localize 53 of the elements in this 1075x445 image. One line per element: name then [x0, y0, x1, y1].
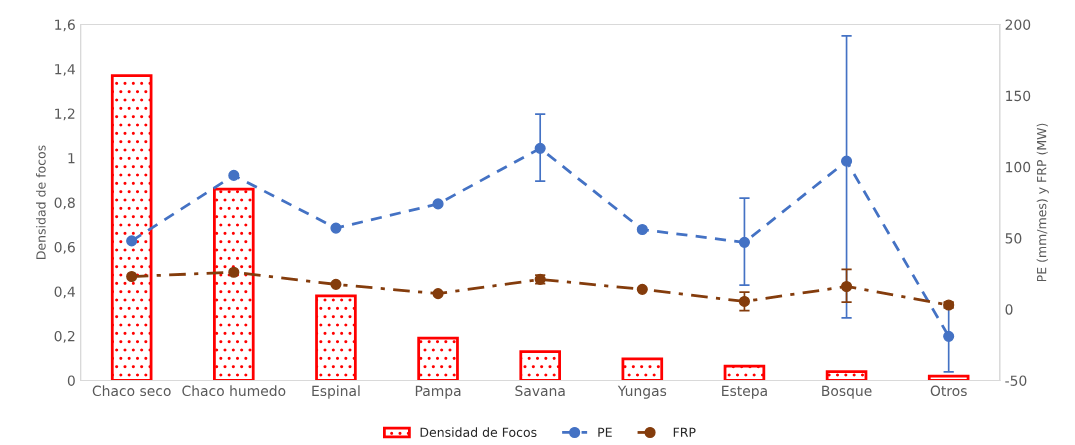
y-tick-label: 0,6 — [54, 241, 75, 254]
y2-tick-label: 100 — [1006, 161, 1031, 173]
x-tick-label: Pampa — [415, 385, 461, 399]
point — [432, 198, 444, 210]
legend-label: PE — [598, 427, 612, 437]
point — [228, 169, 240, 181]
x-tick-label: Otros — [930, 385, 967, 397]
bar — [723, 364, 766, 381]
y-tick-label: 0 — [67, 375, 75, 386]
point — [432, 288, 444, 300]
x-tick-label: Bosque — [822, 385, 872, 399]
x-tick-label: Chaco humedo — [182, 385, 286, 397]
y2-tick-label: 50 — [1005, 233, 1022, 244]
point — [330, 278, 342, 290]
bar — [110, 74, 153, 381]
bar — [213, 187, 255, 381]
y-tick-label: 1,6 — [55, 19, 75, 32]
point — [636, 283, 648, 295]
point — [943, 330, 955, 342]
point — [841, 280, 853, 293]
y-tick-label: 0,2 — [54, 330, 75, 343]
y-tick-label: 1,4 — [55, 64, 75, 76]
y2-tick-label: 0 — [1005, 304, 1013, 315]
point — [330, 222, 342, 234]
point — [126, 235, 138, 247]
y2-axis-title: PE (mm/mes) y FRP (MW) — [1036, 123, 1049, 282]
x-tick-label: Chaco seco — [92, 385, 171, 397]
point — [228, 266, 240, 278]
bar — [315, 294, 357, 381]
point — [126, 270, 138, 283]
point — [738, 236, 750, 248]
point — [534, 142, 546, 154]
x-tick-label: Estepa — [722, 385, 767, 399]
bar — [519, 350, 561, 381]
point — [841, 155, 853, 167]
x-tick-label: Espinal — [312, 385, 360, 399]
point — [636, 223, 648, 236]
y2-tick-label: 200 — [1005, 19, 1031, 30]
bar — [417, 336, 459, 381]
legend-label: Densidad de Focos — [420, 427, 537, 437]
bar — [825, 370, 868, 381]
x-tick-label: Savana — [515, 385, 565, 397]
y-tick-label: 1 — [68, 153, 75, 164]
x-tick-label: Yungas — [617, 385, 667, 399]
y-tick-label: 1,2 — [55, 108, 75, 121]
y2-tick-label: -50 — [1005, 375, 1027, 386]
y-tick-label: 0,8 — [54, 197, 75, 210]
point — [738, 295, 750, 307]
y2-tick-label: 150 — [1006, 90, 1031, 102]
legend-label: FRP — [673, 427, 696, 437]
bar — [621, 357, 664, 381]
y-axis-title: Densidad de focos — [36, 145, 46, 259]
y-tick-label: 0,4 — [54, 286, 75, 299]
